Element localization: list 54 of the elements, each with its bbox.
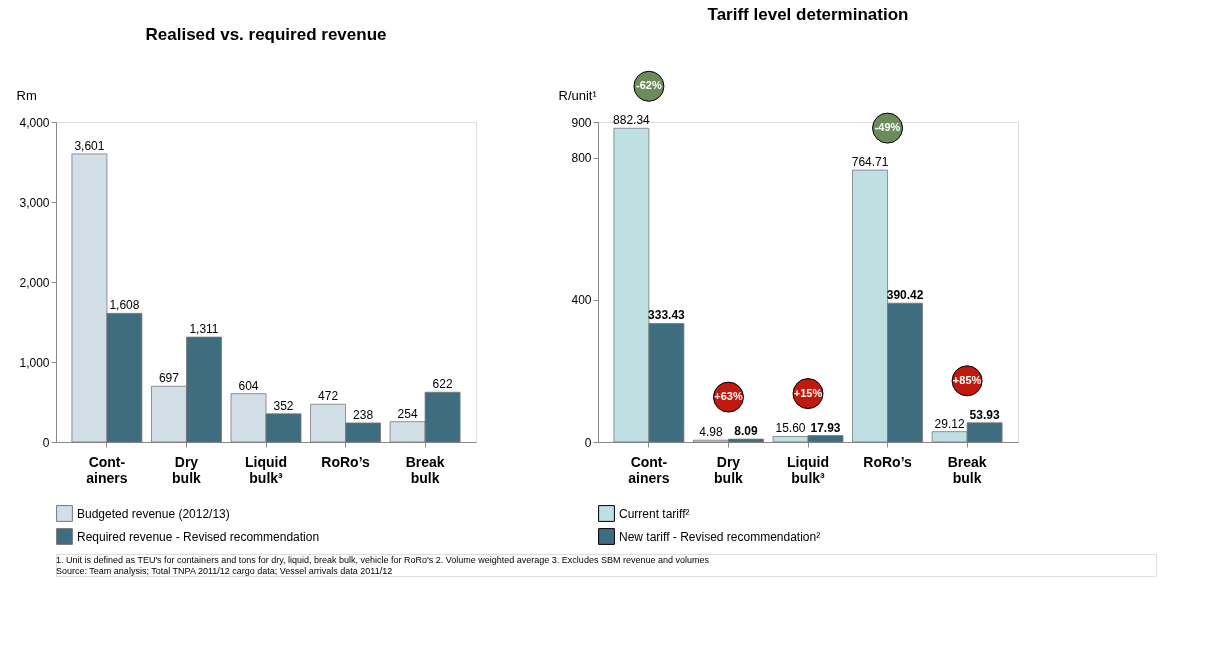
text: 254 (397, 406, 418, 421)
text: 333.43 (648, 308, 685, 323)
x-tick-label: Dry bulk (714, 453, 744, 486)
text: 472 (318, 389, 339, 404)
y-tick-label: 400 (571, 293, 592, 308)
chart-title: Realised vs. required revenue (145, 25, 387, 44)
x-tick-label: RoRo’s (321, 453, 370, 470)
y-tick-label: 3,000 (19, 195, 50, 210)
x-tick-label: Cont- ainers (628, 453, 670, 486)
text: 764.71 (851, 155, 889, 170)
legend-label: Current tariff² (619, 506, 690, 521)
y-tick-label: 800 (571, 151, 592, 166)
text: 1,311 (189, 322, 219, 337)
text: 53.93 (969, 407, 1000, 422)
x-tick-label: Break bulk (947, 453, 987, 486)
x-tick-label: Liquid bulk³ (787, 453, 829, 486)
text: 1,608 (109, 298, 140, 313)
text: 4.98 (699, 425, 723, 440)
y-tick-label: 4,000 (19, 115, 50, 130)
text: 15.60 (775, 421, 806, 436)
text: 604 (238, 378, 259, 393)
text: 238 (353, 407, 374, 422)
text: 390.42 (886, 288, 924, 303)
x-tick-label: Dry bulk (172, 453, 202, 486)
x-tick-label: Cont- ainers (86, 453, 128, 486)
y-axis-title: R/unit¹ (558, 87, 598, 103)
annotation: +15% (793, 386, 823, 399)
legend-label: New tariff - Revised recommendation² (619, 529, 821, 544)
text: -62% (636, 79, 662, 92)
text: 622 (432, 377, 453, 392)
annotation: +63% (714, 390, 743, 403)
y-tick-label: 900 (571, 115, 592, 130)
y-axis-title: Rm (16, 87, 37, 103)
y-tick-label: 0 (42, 435, 50, 450)
x-tick-label: RoRo’s (863, 453, 912, 470)
legend-label: Required revenue - Revised recommendation (77, 529, 320, 544)
x-tick-label: Break bulk (405, 453, 445, 486)
y-tick-label: 1,000 (19, 355, 50, 370)
text: 29.12 (934, 416, 965, 431)
x-tick-label: Liquid bulk³ (245, 453, 287, 486)
y-tick-label: 2,000 (19, 275, 50, 290)
text: 697 (158, 371, 179, 386)
chart-title: Tariff level determination (707, 5, 909, 25)
text: 882.34 (613, 113, 650, 128)
text: 1. Unit is defined as TEU's for containers and tons for dry, liquid, break bulk, vehicle for RoRo's 2. Volume weighted average 3. Excludes SBM revenue and volumes (56, 554, 710, 565)
text: 352 (273, 398, 294, 413)
legend-label: Budgeted revenue (2012/13) (77, 506, 230, 521)
annotation: -49% (874, 121, 901, 134)
text: 17.93 (810, 420, 841, 435)
text: 8.09 (734, 424, 758, 439)
y-tick-label: 0 (584, 435, 592, 450)
text: 3,601 (74, 138, 105, 153)
annotation: +85% (952, 373, 982, 386)
source-note: Source: Team analysis; Total TNPA 2011/12 cargo data; Vessel arrivals data 2011/12 (56, 565, 393, 576)
